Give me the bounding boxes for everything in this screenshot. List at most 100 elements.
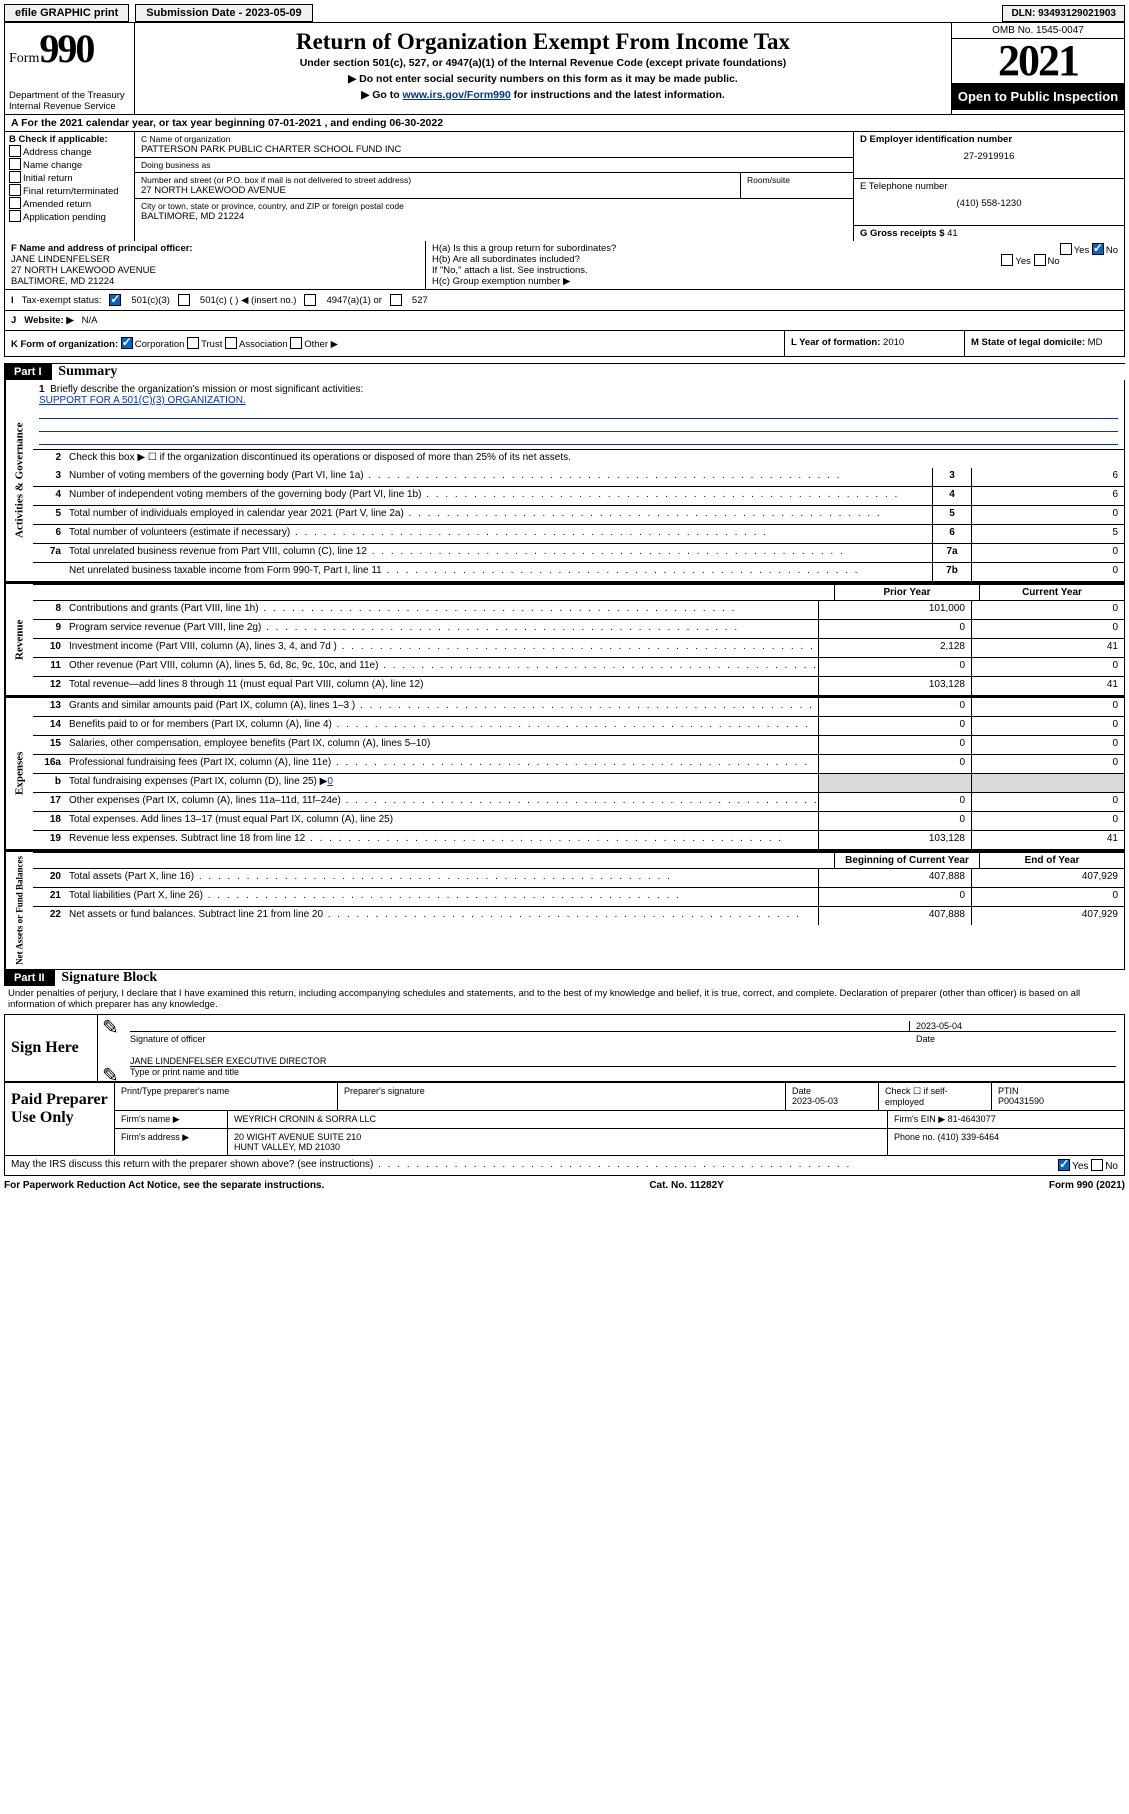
form-header: Form990 Department of the Treasury Inter… [4, 22, 1125, 115]
line16a: Professional fundraising fees (Part IX, … [65, 755, 818, 773]
row-i: I Tax-exempt status: 501(c)(3) 501(c) ( … [4, 290, 1125, 311]
cb-association[interactable] [225, 337, 237, 349]
p13: 0 [818, 698, 971, 716]
cb-501c3[interactable] [109, 294, 121, 306]
val6: 5 [971, 525, 1124, 543]
f-addr1: 27 NORTH LAKEWOOD AVENUE [11, 265, 419, 276]
top-toolbar: efile GRAPHIC print Submission Date - 20… [4, 4, 1125, 22]
line16b-val: 0 [327, 776, 333, 787]
identity-block: B Check if applicable: Address change Na… [4, 132, 1125, 241]
c8: 0 [971, 601, 1124, 619]
cb-discuss-no[interactable] [1091, 1159, 1103, 1171]
cb-other[interactable] [290, 337, 302, 349]
line17: Other expenses (Part IX, column (A), lin… [65, 793, 818, 811]
ein-label: D Employer identification number [860, 134, 1118, 145]
box-f: F Name and address of principal officer:… [5, 241, 425, 289]
cb-hb-no[interactable] [1034, 254, 1046, 266]
line7a: Total unrelated business revenue from Pa… [65, 544, 932, 562]
cb-4947[interactable] [304, 294, 316, 306]
opt-527: 527 [412, 295, 428, 306]
m-value: MD [1088, 337, 1103, 348]
c16b [971, 774, 1124, 792]
cb-hb-yes[interactable] [1001, 254, 1013, 266]
opt-501c: 501(c) ( ) ◀ (insert no.) [200, 295, 297, 306]
opt-corporation: Corporation [135, 339, 185, 350]
opt-application-pending: Application pending [23, 212, 106, 223]
vlabel-net-assets: Net Assets or Fund Balances [5, 852, 33, 969]
page-footer: For Paperwork Reduction Act Notice, see … [4, 1180, 1125, 1191]
m-label: M State of legal domicile: [971, 337, 1085, 348]
cb-ha-yes[interactable] [1060, 243, 1072, 255]
p16a: 0 [818, 755, 971, 773]
sign-here-content: ✎ 2023-05-04 Signature of officer Date J… [97, 1015, 1124, 1081]
line19: Revenue less expenses. Subtract line 18 … [65, 831, 818, 849]
cb-corporation[interactable] [121, 337, 133, 349]
part-2-title: Signature Block [61, 970, 157, 986]
c22: 407,929 [971, 907, 1124, 925]
line3: Number of voting members of the governin… [65, 468, 932, 486]
box-h: H(a) Is this a group return for subordin… [425, 241, 1124, 289]
note2-pre: ▶ Go to [361, 89, 402, 101]
cb-name-change[interactable] [9, 158, 21, 170]
opt-address-change: Address change [23, 147, 92, 158]
hdr-boy: Beginning of Current Year [834, 853, 979, 868]
firm-addr-label: Firm's address ▶ [115, 1129, 228, 1155]
firm-name: WEYRICH CRONIN & SORRA LLC [228, 1111, 888, 1128]
p20: 407,888 [818, 869, 971, 887]
line9: Program service revenue (Part VIII, line… [65, 620, 818, 638]
p18: 0 [818, 812, 971, 830]
prep-phone: (410) 339-6464 [938, 1132, 1000, 1142]
line20: Total assets (Part X, line 16) [65, 869, 818, 887]
discuss-yes: Yes [1072, 1161, 1088, 1172]
opt-amended-return: Amended return [23, 199, 91, 210]
line13: Grants and similar amounts paid (Part IX… [65, 698, 818, 716]
cb-527[interactable] [390, 294, 402, 306]
c21: 0 [971, 888, 1124, 906]
prep-name-hdr: Print/Type preparer's name [115, 1083, 338, 1110]
discuss-no: No [1105, 1161, 1118, 1172]
box6: 6 [932, 525, 971, 543]
line11: Other revenue (Part VIII, column (A), li… [65, 658, 818, 676]
sig-officer-label: Signature of officer [130, 1034, 916, 1044]
part-1-title: Summary [58, 364, 117, 380]
row-k-l-m: K Form of organization: Corporation Trus… [4, 331, 1125, 357]
mission-text[interactable]: SUPPORT FOR A 501(C)(3) ORGANIZATION. [39, 395, 246, 406]
dln-value: 93493129021903 [1038, 8, 1116, 19]
part-1-header: Part I [4, 364, 52, 380]
cb-final-return[interactable] [9, 184, 21, 196]
box-b-label: B Check if applicable: [9, 134, 130, 145]
cb-amended-return[interactable] [9, 197, 21, 209]
opt-initial-return: Initial return [23, 173, 73, 184]
val7b: 0 [971, 563, 1124, 581]
cb-initial-return[interactable] [9, 171, 21, 183]
form-id-cell: Form990 Department of the Treasury Inter… [5, 23, 135, 114]
f-addr2: BALTIMORE, MD 21224 [11, 276, 419, 287]
form-subtitle: Under section 501(c), 527, or 4947(a)(1)… [145, 57, 941, 69]
box-m: M State of legal domicile: MD [964, 331, 1124, 356]
p12: 103,128 [818, 677, 971, 695]
prep-check-hdr: Check ☐ if self-employed [879, 1083, 992, 1110]
addr-label: Number and street (or P.O. box if mail i… [141, 175, 734, 185]
line1-text: Briefly describe the organization's miss… [50, 384, 363, 395]
open-public-inspection: Open to Public Inspection [952, 83, 1124, 110]
cb-address-change[interactable] [9, 145, 21, 157]
form-title: Return of Organization Exempt From Incom… [145, 29, 941, 55]
dba-label: Doing business as [141, 160, 847, 170]
opt-association: Association [239, 339, 288, 350]
tax-year: 2021 [952, 39, 1124, 83]
cb-ha-no[interactable] [1092, 243, 1104, 255]
cb-501c[interactable] [178, 294, 190, 306]
row-f-h: F Name and address of principal officer:… [4, 241, 1125, 290]
suite-label: Room/suite [747, 175, 847, 185]
efile-label: efile GRAPHIC print [4, 4, 129, 22]
k-label: K Form of organization: [11, 339, 118, 350]
prep-sig-hdr: Preparer's signature [338, 1083, 786, 1110]
cb-discuss-yes[interactable] [1058, 1159, 1070, 1171]
submission-date-label: Submission Date - [146, 7, 245, 19]
c11: 0 [971, 658, 1124, 676]
cb-application-pending[interactable] [9, 210, 21, 222]
f-name: JANE LINDENFELSER [11, 254, 419, 265]
prep-ptin: P00431590 [998, 1096, 1118, 1106]
cb-trust[interactable] [187, 337, 199, 349]
irs-link[interactable]: www.irs.gov/Form990 [403, 89, 511, 101]
